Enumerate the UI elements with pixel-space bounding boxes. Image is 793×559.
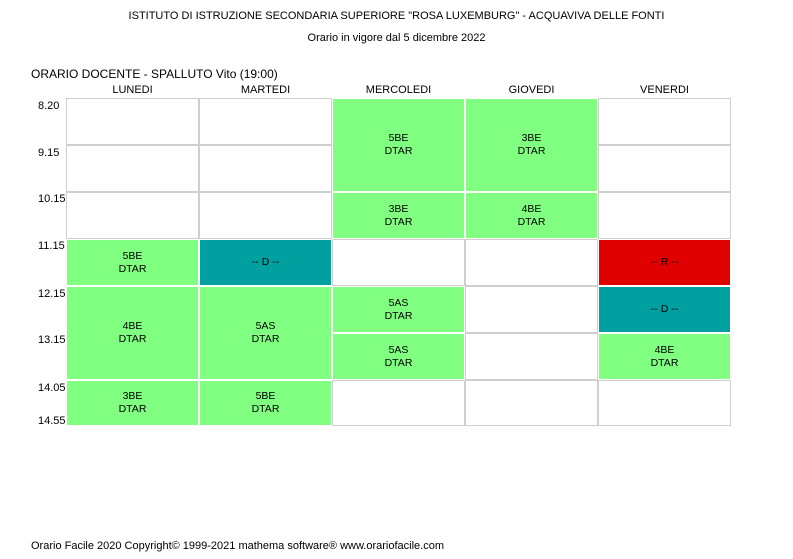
lesson-block: 3BE DTAR [465, 98, 598, 192]
timetable-cell [465, 286, 598, 333]
lesson-block: 3BE DTAR [66, 380, 199, 426]
lesson-class: 5AS [388, 296, 409, 309]
timetable-cell [199, 98, 332, 145]
validity-date: Orario in vigore dal 5 dicembre 2022 [307, 32, 486, 44]
timetable-cell [598, 98, 731, 145]
lesson-class: 3BE [122, 390, 143, 402]
day-header-lunedi: LUNEDI [112, 84, 153, 96]
teacher-heading: ORARIO DOCENTE - SPALLUTO Vito (19:00) [31, 67, 278, 81]
timetable-cell [465, 380, 598, 426]
timetable-cell [199, 192, 332, 239]
disposizione-block: -- D -- [598, 286, 731, 333]
lesson-block: 5BE DTAR [332, 98, 465, 192]
lesson-subject: DTAR [384, 215, 413, 228]
time-label: 10.15 [38, 193, 66, 205]
lesson-subject: DTAR [384, 356, 413, 369]
day-header-giovedi: GIOVEDI [508, 84, 555, 96]
lesson-class: 5BE [122, 249, 143, 262]
timetable-cell [598, 380, 731, 426]
timetable-cell [199, 145, 332, 192]
ricevimento-block: -- R -- [598, 239, 731, 286]
time-label: 14.05 [38, 382, 66, 394]
lesson-class: 4BE [122, 320, 143, 332]
day-header-venerdi: VENERDI [640, 84, 689, 96]
timetable-cell [332, 380, 465, 426]
lesson-subject: DTAR [517, 215, 546, 228]
day-header-mercoledi: MERCOLEDI [365, 84, 432, 96]
timetable-cell [66, 98, 199, 145]
lesson-block: 4BE DTAR [66, 286, 199, 380]
time-label: 14.55 [38, 415, 66, 427]
time-label: 13.15 [38, 334, 66, 346]
day-header-martedi: MARTEDI [240, 84, 291, 96]
lesson-subject: DTAR [251, 403, 280, 415]
lesson-class: 5AS [388, 343, 409, 356]
lesson-class: 5BE [255, 390, 276, 402]
lesson-block: 5AS DTAR [199, 286, 332, 380]
footer-copyright: Orario Facile 2020 Copyright© 1999-2021 … [31, 540, 445, 552]
lesson-subject: DTAR [118, 403, 147, 415]
lesson-block: 5BE DTAR [66, 239, 199, 286]
time-label: 8.20 [38, 100, 60, 112]
lesson-subject: DTAR [118, 262, 147, 275]
lesson-block: 5AS DTAR [332, 333, 465, 380]
lesson-subject: DTAR [384, 145, 413, 157]
timetable-cell [66, 145, 199, 192]
lesson-class: -- D -- [650, 303, 679, 315]
lesson-class: 3BE [521, 132, 542, 144]
lesson-subject: DTAR [517, 145, 546, 157]
timetable-cell [465, 333, 598, 380]
lesson-block: 4BE DTAR [465, 192, 598, 239]
lesson-class: 5BE [388, 132, 409, 144]
timetable-cell [66, 192, 199, 239]
lesson-subject: DTAR [650, 356, 679, 369]
time-label: 9.15 [38, 147, 60, 159]
timetable-cell [465, 239, 598, 286]
time-label: 11.15 [38, 240, 65, 252]
lesson-class: 5AS [255, 320, 276, 332]
school-title: ISTITUTO DI ISTRUZIONE SECONDARIA SUPERI… [128, 10, 665, 22]
lesson-class: 4BE [521, 202, 542, 215]
lesson-subject: DTAR [251, 333, 280, 345]
lesson-block: 5AS DTAR [332, 286, 465, 333]
timetable-cell [598, 192, 731, 239]
timetable-cell [598, 145, 731, 192]
lesson-subject: DTAR [384, 309, 413, 322]
timetable-cell [332, 239, 465, 286]
timetable-grid: 5BE DTAR 4BE DTAR 3BE DTAR -- D -- 5AS DTAR 5BE DT… [66, 98, 731, 426]
lesson-class: 3BE [388, 202, 409, 215]
lesson-class: -- D -- [251, 256, 280, 268]
disposizione-block: -- D -- [199, 239, 332, 286]
lesson-block: 5BE DTAR [199, 380, 332, 426]
lesson-block: 3BE DTAR [332, 192, 465, 239]
lesson-subject: DTAR [118, 333, 147, 345]
lesson-class: 4BE [654, 343, 675, 356]
time-label: 12.15 [38, 288, 66, 300]
lesson-block: 4BE DTAR [598, 333, 731, 380]
lesson-class: -- R -- [650, 256, 679, 268]
